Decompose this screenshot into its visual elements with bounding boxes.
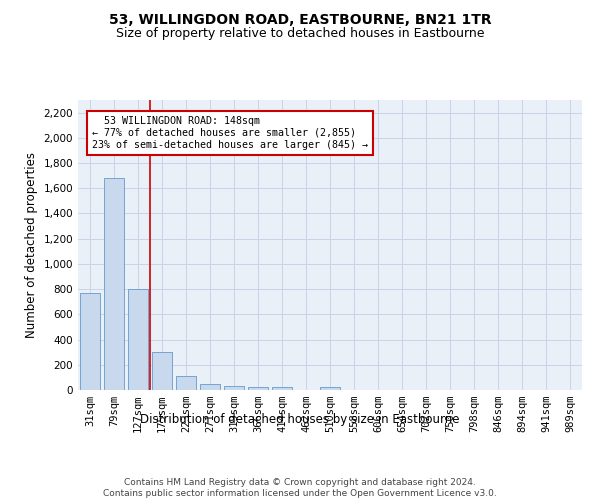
Y-axis label: Number of detached properties: Number of detached properties [25, 152, 38, 338]
Bar [128, 289, 148, 390]
Bar [224, 386, 244, 390]
Text: 53, WILLINGDON ROAD, EASTBOURNE, BN21 1TR: 53, WILLINGDON ROAD, EASTBOURNE, BN21 1T… [109, 12, 491, 26]
Text: Contains HM Land Registry data © Crown copyright and database right 2024.
Contai: Contains HM Land Registry data © Crown c… [103, 478, 497, 498]
Text: 53 WILLINGDON ROAD: 148sqm
← 77% of detached houses are smaller (2,855)
23% of s: 53 WILLINGDON ROAD: 148sqm ← 77% of deta… [92, 116, 368, 150]
Text: Size of property relative to detached houses in Eastbourne: Size of property relative to detached ho… [116, 28, 484, 40]
Bar [320, 387, 340, 390]
Bar [176, 376, 196, 390]
Bar [200, 384, 220, 390]
Bar [104, 178, 124, 390]
Bar [272, 387, 292, 390]
Bar [80, 293, 100, 390]
Text: Distribution of detached houses by size in Eastbourne: Distribution of detached houses by size … [140, 412, 460, 426]
Bar [152, 352, 172, 390]
Bar [248, 387, 268, 390]
